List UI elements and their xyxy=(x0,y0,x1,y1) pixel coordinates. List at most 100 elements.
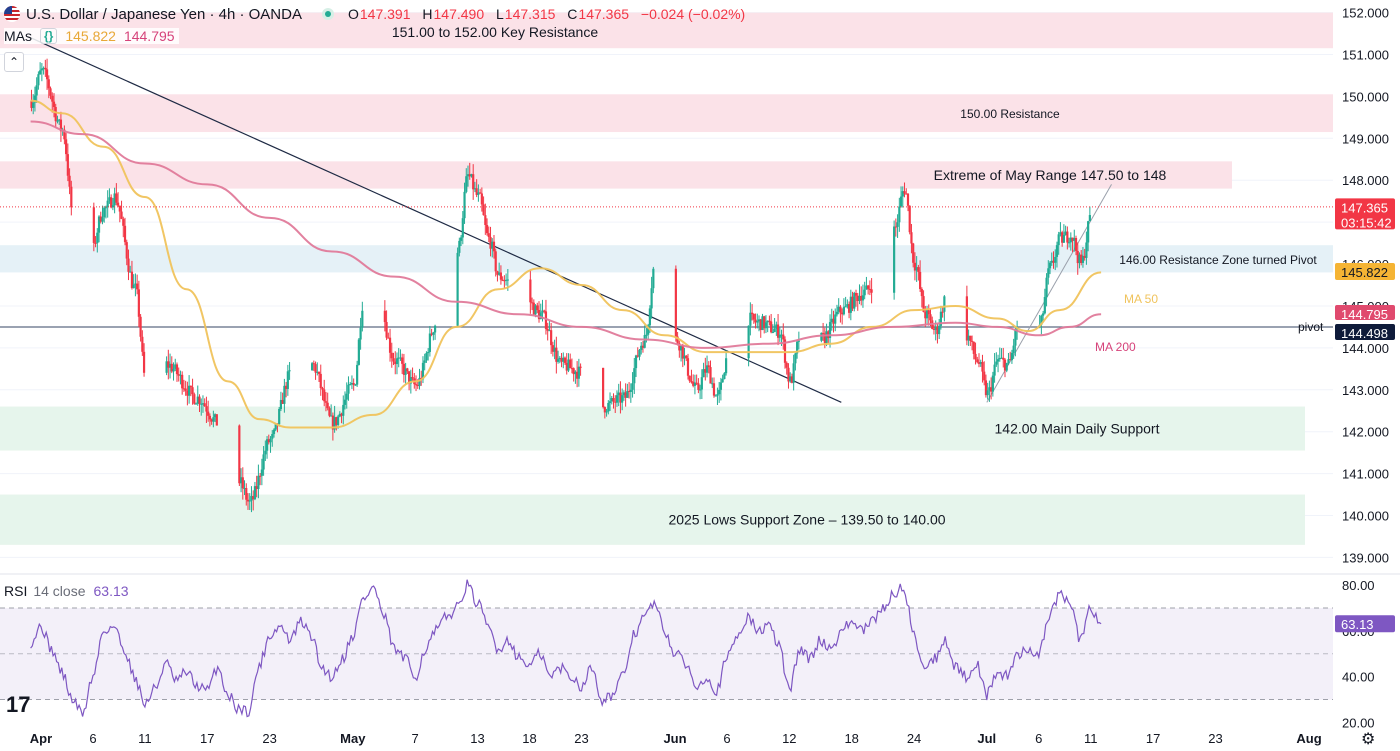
candle-body xyxy=(191,387,194,395)
candle-body xyxy=(288,370,291,372)
candle-body xyxy=(641,345,645,348)
candle-body xyxy=(1087,221,1090,243)
candle-body xyxy=(347,384,350,394)
candle-body xyxy=(1050,260,1053,263)
candle-body xyxy=(749,312,752,326)
candle-body xyxy=(988,387,991,391)
candle-body xyxy=(463,191,466,219)
candle-body xyxy=(541,310,544,313)
candle-body xyxy=(416,385,419,387)
candle-body xyxy=(285,385,288,389)
candle-body xyxy=(388,337,392,353)
ma200-price-tag-box xyxy=(1335,305,1395,321)
candle-body xyxy=(553,347,556,352)
candle-body xyxy=(177,374,180,376)
candle-body xyxy=(466,174,470,177)
candle-body xyxy=(45,69,49,80)
candle-body xyxy=(534,305,537,315)
candle-body xyxy=(976,359,979,363)
pivot-annotation: pivot xyxy=(1298,320,1324,334)
candle-body xyxy=(627,391,631,393)
candle-body xyxy=(633,368,636,384)
candle-body xyxy=(776,324,780,338)
candle-body xyxy=(579,366,582,368)
candle-body xyxy=(1073,237,1076,241)
candle-body xyxy=(690,381,693,383)
zone-label-key-resistance: 151.00 to 152.00 Key Resistance xyxy=(392,24,598,40)
day-label: 11 xyxy=(138,731,152,746)
ma-legend[interactable]: MAs {} 145.822 144.795 xyxy=(4,28,179,44)
candle-body xyxy=(1064,231,1067,235)
candle-body xyxy=(70,186,73,208)
candle-body xyxy=(1040,315,1043,325)
candle-body xyxy=(941,311,944,313)
candle-body xyxy=(194,403,198,405)
candle-body xyxy=(922,296,925,312)
zones xyxy=(0,12,1333,545)
candle-body xyxy=(479,192,482,194)
candle-body xyxy=(567,359,570,371)
candle-body xyxy=(265,439,269,451)
candle-body xyxy=(650,288,653,309)
candle-body xyxy=(94,242,97,244)
candle-body xyxy=(324,401,328,403)
candle-body xyxy=(844,306,847,308)
candle-body xyxy=(693,382,697,386)
candle-body xyxy=(168,363,172,368)
candle-body xyxy=(865,285,868,290)
candle-body xyxy=(395,358,399,365)
candle-body xyxy=(283,385,286,404)
candle-body xyxy=(1005,362,1008,371)
candle-body xyxy=(714,395,717,397)
candle-body xyxy=(555,347,558,362)
candle-body xyxy=(771,331,774,333)
candle-body xyxy=(252,496,255,500)
candle-body xyxy=(314,364,317,373)
candle-body xyxy=(939,311,942,326)
candle-body xyxy=(170,363,173,372)
collapse-legend-icon[interactable]: ⌃ xyxy=(4,52,24,72)
candle-body xyxy=(316,371,319,373)
candle-body xyxy=(929,314,932,321)
candle-body xyxy=(336,416,340,425)
candle-body xyxy=(634,355,638,369)
candle-body xyxy=(896,222,899,227)
day-label: 6 xyxy=(89,731,96,746)
candle-body xyxy=(498,272,501,275)
candle-body xyxy=(1059,232,1062,235)
price-tick-label: 143.000 xyxy=(1342,383,1389,398)
settings-gear-icon[interactable]: ⚙ xyxy=(1361,731,1376,748)
last-price-tag-box xyxy=(1335,198,1395,230)
candle-body xyxy=(418,377,421,387)
symbol-title[interactable]: U.S. Dollar / Japanese Yen · 4h · OANDA xyxy=(26,5,302,23)
code-braces-icon[interactable]: {} xyxy=(40,28,58,44)
candle-body xyxy=(915,267,918,271)
candle-body xyxy=(317,371,321,374)
candle-body xyxy=(919,271,922,290)
candle-body xyxy=(903,191,906,194)
candle-body xyxy=(917,267,920,272)
candle-body xyxy=(411,377,414,379)
candle-body xyxy=(56,120,59,122)
tradingview-logo[interactable]: 17 xyxy=(6,692,31,717)
candle-body xyxy=(458,240,461,253)
candle-body xyxy=(323,389,326,402)
candle-body xyxy=(115,193,118,203)
candle-body xyxy=(32,102,35,108)
ma-lines xyxy=(30,99,1102,429)
ma50-price-tag-text: 145.822 xyxy=(1341,265,1388,280)
candle-body xyxy=(1081,255,1085,263)
rsi-legend[interactable]: RSI 14 close 63.13 xyxy=(4,583,129,599)
candle-body xyxy=(912,243,915,263)
candle-body xyxy=(778,334,781,338)
candle-body xyxy=(47,79,50,89)
day-label: 12 xyxy=(782,731,796,746)
candle-body xyxy=(763,316,766,329)
candle-body xyxy=(203,403,206,407)
candle-body xyxy=(782,334,785,340)
day-label: 23 xyxy=(1208,731,1222,746)
candle-body xyxy=(683,355,686,359)
candle-body xyxy=(137,289,140,317)
zone-label-150-resistance: 150.00 Resistance xyxy=(960,107,1060,121)
